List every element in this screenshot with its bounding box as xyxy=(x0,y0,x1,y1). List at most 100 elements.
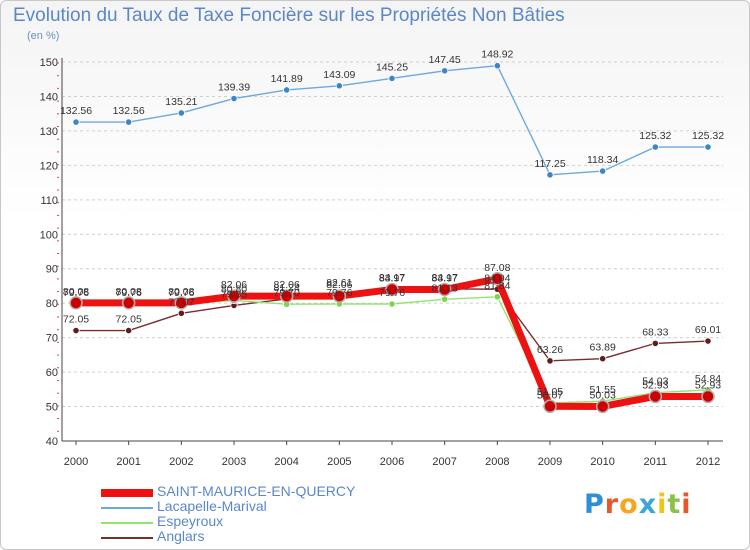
data-point xyxy=(385,282,399,297)
legend-label: Espeyroux xyxy=(157,513,224,529)
data-point xyxy=(279,289,294,303)
data-label: 80.08 xyxy=(63,286,89,298)
data-label: 72.05 xyxy=(63,314,89,326)
data-label: 79.76 xyxy=(326,287,352,299)
data-label: 50.03 xyxy=(590,389,616,401)
data-label: 125.32 xyxy=(639,130,671,142)
data-point xyxy=(335,82,343,90)
x-tick-label: 2008 xyxy=(485,456,509,468)
data-point xyxy=(174,296,189,310)
data-point xyxy=(704,337,712,345)
data-label: 81.24 xyxy=(274,282,300,294)
x-tick-label: 2004 xyxy=(274,456,298,468)
data-point xyxy=(69,296,83,310)
brand-logo: Proxiti xyxy=(584,489,692,520)
chart-title: Evolution du Taux de Taxe Foncière sur l… xyxy=(13,5,565,26)
y-tick-label: 90 xyxy=(46,264,58,276)
data-label: 79.76 xyxy=(379,287,405,299)
data-label: 72.05 xyxy=(116,314,142,326)
data-label: 69.01 xyxy=(695,324,721,336)
axes: 40 50 60 70 80 90 100 110 120 130 140 150 2000 2001 20… xyxy=(40,57,723,468)
y-tick-label: 150 xyxy=(40,57,58,69)
data-label: 148.92 xyxy=(481,49,513,61)
data-label: 141.89 xyxy=(271,73,303,85)
y-tick-label: 40 xyxy=(46,436,58,448)
data-label: 147.45 xyxy=(429,54,461,66)
data-point xyxy=(177,109,185,117)
gridlines xyxy=(62,61,723,408)
data-label: 83.97 xyxy=(432,273,458,285)
legend-swatch xyxy=(101,537,153,539)
y-axis-unit-label: (en %) xyxy=(27,30,60,42)
data-point xyxy=(177,309,185,317)
brand-letter: r xyxy=(604,489,620,520)
data-point xyxy=(72,326,80,335)
data-labels: 80.08 80.08 80.08 82.06 82.06 82.06 83.97 83.97… xyxy=(60,49,724,402)
data-label: 81.13 xyxy=(432,282,458,294)
data-label: 79.35 xyxy=(221,288,247,300)
brand-letter: o xyxy=(619,489,639,520)
data-label: 51.05 xyxy=(537,386,563,398)
x-tick-label: 2006 xyxy=(380,456,404,468)
data-label: 63.89 xyxy=(590,342,616,354)
data-point xyxy=(72,118,80,126)
data-label: 81.84 xyxy=(484,280,510,292)
legend-swatch xyxy=(101,507,153,509)
data-point xyxy=(546,171,554,179)
data-label: 52.93 xyxy=(695,379,721,391)
x-tick-label: 2012 xyxy=(696,456,720,468)
data-label: 145.25 xyxy=(376,61,408,73)
data-label: 54.03 xyxy=(642,376,668,388)
x-tick-label: 2011 xyxy=(644,456,668,468)
data-point xyxy=(493,293,501,301)
y-tick-label: 60 xyxy=(46,367,58,379)
x-tick-label: 2003 xyxy=(222,456,246,468)
x-tick-label: 2001 xyxy=(116,456,140,468)
data-label: 139.39 xyxy=(218,82,250,94)
y-tick-label: 80 xyxy=(46,298,58,310)
brand-letter: x xyxy=(638,489,658,520)
data-label: 77.07 xyxy=(168,296,194,308)
data-point xyxy=(493,62,501,70)
y-tick-label: 70 xyxy=(46,333,58,345)
data-label: 84.17 xyxy=(379,272,405,284)
data-point xyxy=(543,399,557,414)
data-label: 82.61 xyxy=(326,277,352,289)
brand-letter: P xyxy=(584,489,605,520)
data-point xyxy=(125,118,133,126)
series-lines xyxy=(69,62,715,414)
data-point xyxy=(595,399,610,414)
brand-letter: i xyxy=(681,489,692,520)
legend-swatch xyxy=(101,522,153,524)
data-label: 135.21 xyxy=(165,96,197,108)
legend-label: Lacapelle-Marival xyxy=(157,498,267,514)
x-tick-label: 2010 xyxy=(590,456,614,468)
data-point xyxy=(121,296,136,310)
legend-label: Anglars xyxy=(157,528,205,544)
data-label: 80.80 xyxy=(221,283,247,295)
data-label: 132.56 xyxy=(113,105,145,117)
data-label: 50.07 xyxy=(537,389,563,401)
data-point xyxy=(651,339,659,347)
data-point xyxy=(441,67,449,75)
legend-label: SAINT-MAURICE-EN-QUERCY xyxy=(157,483,356,499)
x-tick-label: 2005 xyxy=(327,456,351,468)
data-point xyxy=(332,289,347,303)
data-label: 132.56 xyxy=(60,105,92,117)
data-point xyxy=(701,389,715,404)
data-label: 117.25 xyxy=(534,158,565,170)
data-label: 63.26 xyxy=(537,344,563,356)
data-point xyxy=(388,300,396,308)
y-tick-label: 110 xyxy=(40,195,58,207)
data-point xyxy=(651,143,659,151)
x-tick-label: 2007 xyxy=(432,456,456,468)
data-point xyxy=(546,357,554,365)
data-point xyxy=(437,282,452,297)
data-label: 68.33 xyxy=(642,326,668,338)
data-label: 87.08 xyxy=(484,262,510,274)
data-point xyxy=(599,167,607,175)
data-point xyxy=(227,289,241,303)
brand-letter: t xyxy=(667,489,682,520)
data-point xyxy=(441,295,449,303)
